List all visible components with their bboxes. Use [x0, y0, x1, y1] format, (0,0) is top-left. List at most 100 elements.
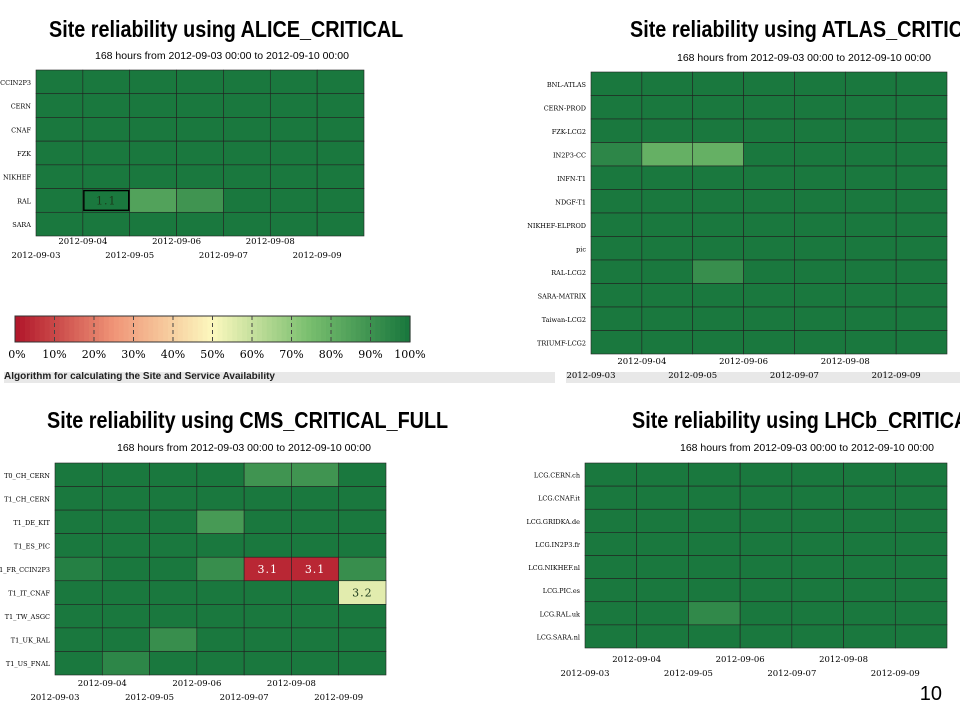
heatmap-cell: [743, 236, 795, 261]
heatmap-cell: [791, 462, 844, 487]
heatmap-cell: [82, 164, 131, 189]
heatmap-cell: [176, 93, 224, 118]
heatmap-0: 1.1 CCIN2P3 CERN CNAF FZK NIKHEF RAL SARA 2012-0…: [0, 69, 365, 261]
tick-label: 2012-09-03: [11, 251, 60, 261]
heatmap-cell: [843, 532, 896, 556]
legend-swatch: [44, 316, 51, 342]
heatmap-cell: [316, 117, 365, 142]
legend-swatch: [345, 316, 352, 342]
heatmap-cell: [844, 259, 897, 284]
heatmap-cell: [35, 211, 84, 237]
heatmap-cell: [176, 164, 224, 189]
heatmap-cell: [791, 601, 844, 626]
legend-swatch: [153, 316, 159, 342]
heatmap-cell: [590, 189, 643, 214]
color-legend: 0% 10% 20% 30% 40% 50% 60% 70% 80% 90% 100%: [8, 315, 426, 361]
row-label: NDGF-T1: [555, 198, 586, 206]
heatmap-cell: [149, 604, 198, 629]
legend-swatch: [227, 316, 233, 342]
tick-label: 2012-09-07: [199, 251, 248, 261]
legend-label: 90%: [358, 348, 382, 361]
heatmap-cell: [338, 651, 387, 676]
heatmap-cell: [739, 532, 793, 556]
heatmap-cell: [129, 117, 177, 142]
legend-swatch: [212, 316, 219, 342]
heatmap-cell: [636, 508, 689, 533]
heatmap-cell: [196, 651, 245, 676]
heatmap-cell: [692, 330, 744, 355]
heatmap-cell: [641, 212, 694, 237]
heatmap-cell: [149, 533, 198, 558]
chart-subtitle: 168 hours from 2012-09-03 00:00 to 2012-…: [117, 442, 371, 454]
legend-swatch: [19, 316, 26, 342]
row-label: NIKHEF: [3, 174, 32, 182]
heatmap-cell: [739, 508, 793, 533]
legend-swatch: [54, 316, 61, 342]
legend-swatch: [395, 316, 401, 342]
heatmap-cell: [794, 118, 846, 143]
heatmap-cell: [243, 604, 292, 629]
heatmap-cell: [35, 164, 84, 189]
heatmap-cell: [844, 330, 897, 355]
row-label: RAL: [17, 197, 32, 205]
heatmap-cell: [641, 142, 694, 167]
row-label: SARA-MATRIX: [538, 292, 587, 300]
heatmap-cell: [223, 164, 271, 189]
slide-number: 10: [919, 683, 942, 705]
heatmap-cell: [844, 212, 897, 237]
tick-label: 2012-09-04: [612, 655, 661, 665]
heatmap-cell: [895, 236, 948, 261]
heatmap-cell: [844, 142, 897, 167]
row-label: pic: [576, 245, 586, 253]
heatmap-cell: [129, 188, 177, 213]
legend-swatch: [123, 316, 130, 342]
heatmap-cell: [636, 624, 689, 649]
heatmap-cell: [269, 188, 318, 213]
legend-label: 30%: [121, 348, 145, 361]
heatmap-cell: [590, 306, 643, 331]
heatmap-cell: [129, 140, 177, 166]
heatmap-cell: [101, 486, 150, 511]
heatmap-cell: [895, 71, 948, 96]
heatmap-cell: [688, 578, 741, 603]
legend-swatch: [89, 316, 95, 342]
legend-swatch: [29, 316, 36, 342]
heatmap-cell: [894, 485, 948, 510]
heatmap-cell: [590, 236, 643, 261]
heatmap-cell: [176, 211, 224, 237]
heatmap-cell: [590, 283, 643, 308]
heatmap-cell: [338, 462, 387, 487]
heatmap-cell: [688, 601, 741, 626]
heatmap-cell: [791, 532, 844, 556]
heatmap-cell: [223, 93, 271, 118]
legend-label: 0%: [8, 348, 25, 361]
heatmap-cell: [688, 508, 741, 533]
heatmap-cell: [316, 140, 365, 166]
row-label: T1_UK_RAL: [11, 637, 51, 645]
tick-label: 2012-09-07: [220, 693, 269, 703]
legend-swatch: [256, 316, 263, 342]
legend-swatch: [316, 316, 322, 342]
legend-swatch: [375, 316, 381, 342]
tick-label: 2012-09-04: [78, 679, 127, 689]
heatmap-cell: [641, 283, 694, 308]
legend-swatch: [380, 316, 386, 342]
heatmap-cell: [243, 462, 292, 487]
tick-label: 2012-09-03: [560, 669, 609, 679]
heatmap-cell: [641, 165, 694, 190]
heatmap-cell: [794, 165, 846, 190]
heatmap-cell: [636, 578, 689, 603]
heatmap-cell: [641, 71, 694, 96]
row-label: T1_CH_CERN: [4, 495, 50, 503]
row-label: LCG.PIC.es: [543, 587, 580, 595]
heatmap-cell: [794, 236, 846, 261]
heatmap-cell: [129, 69, 177, 95]
heatmap-cell: [641, 330, 694, 355]
row-label: LCG.RAL.uk: [540, 610, 580, 618]
row-label: T1_TW_ASGC: [5, 613, 50, 621]
heatmap-cell: [895, 165, 948, 190]
heatmap-cell: [101, 533, 150, 558]
heatmap-cell: [316, 211, 365, 237]
legend-swatch: [350, 316, 357, 342]
heatmap-cell: [35, 188, 84, 213]
